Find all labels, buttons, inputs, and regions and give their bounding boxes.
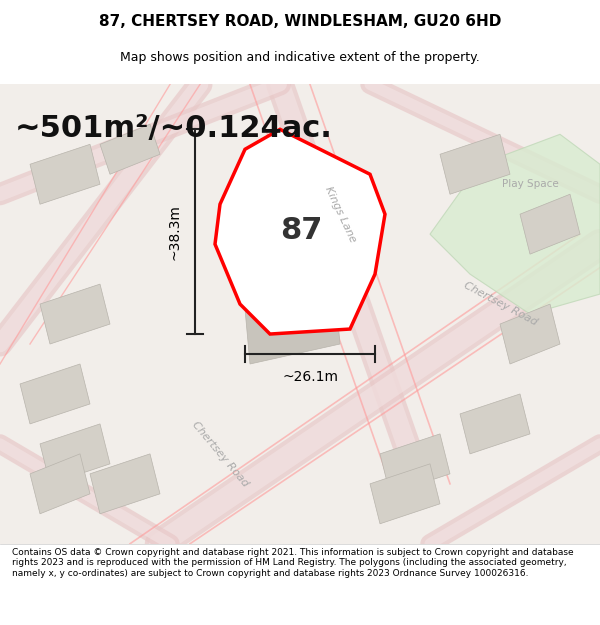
Polygon shape bbox=[20, 364, 90, 424]
Text: 87, CHERTSEY ROAD, WINDLESHAM, GU20 6HD: 87, CHERTSEY ROAD, WINDLESHAM, GU20 6HD bbox=[99, 14, 501, 29]
Polygon shape bbox=[240, 234, 340, 364]
Text: Map shows position and indicative extent of the property.: Map shows position and indicative extent… bbox=[120, 51, 480, 64]
Text: ~26.1m: ~26.1m bbox=[282, 370, 338, 384]
Polygon shape bbox=[430, 134, 600, 314]
Text: Chertsey Road: Chertsey Road bbox=[461, 281, 538, 328]
Polygon shape bbox=[500, 304, 560, 364]
Text: 87: 87 bbox=[280, 216, 322, 245]
Polygon shape bbox=[460, 394, 530, 454]
Polygon shape bbox=[215, 129, 385, 334]
Polygon shape bbox=[380, 434, 450, 494]
Text: Play Space: Play Space bbox=[502, 179, 559, 189]
Polygon shape bbox=[30, 144, 100, 204]
Text: ~38.3m: ~38.3m bbox=[167, 204, 181, 259]
Text: Contains OS data © Crown copyright and database right 2021. This information is : Contains OS data © Crown copyright and d… bbox=[12, 548, 574, 578]
Text: Chertsey Road: Chertsey Road bbox=[190, 419, 250, 489]
Polygon shape bbox=[100, 124, 160, 174]
Polygon shape bbox=[30, 454, 90, 514]
Text: ~501m²/~0.124ac.: ~501m²/~0.124ac. bbox=[15, 114, 333, 143]
Polygon shape bbox=[90, 454, 160, 514]
Polygon shape bbox=[520, 194, 580, 254]
Polygon shape bbox=[40, 424, 110, 484]
Polygon shape bbox=[370, 464, 440, 524]
Polygon shape bbox=[440, 134, 510, 194]
Text: Kings Lane: Kings Lane bbox=[323, 184, 358, 244]
Polygon shape bbox=[40, 284, 110, 344]
